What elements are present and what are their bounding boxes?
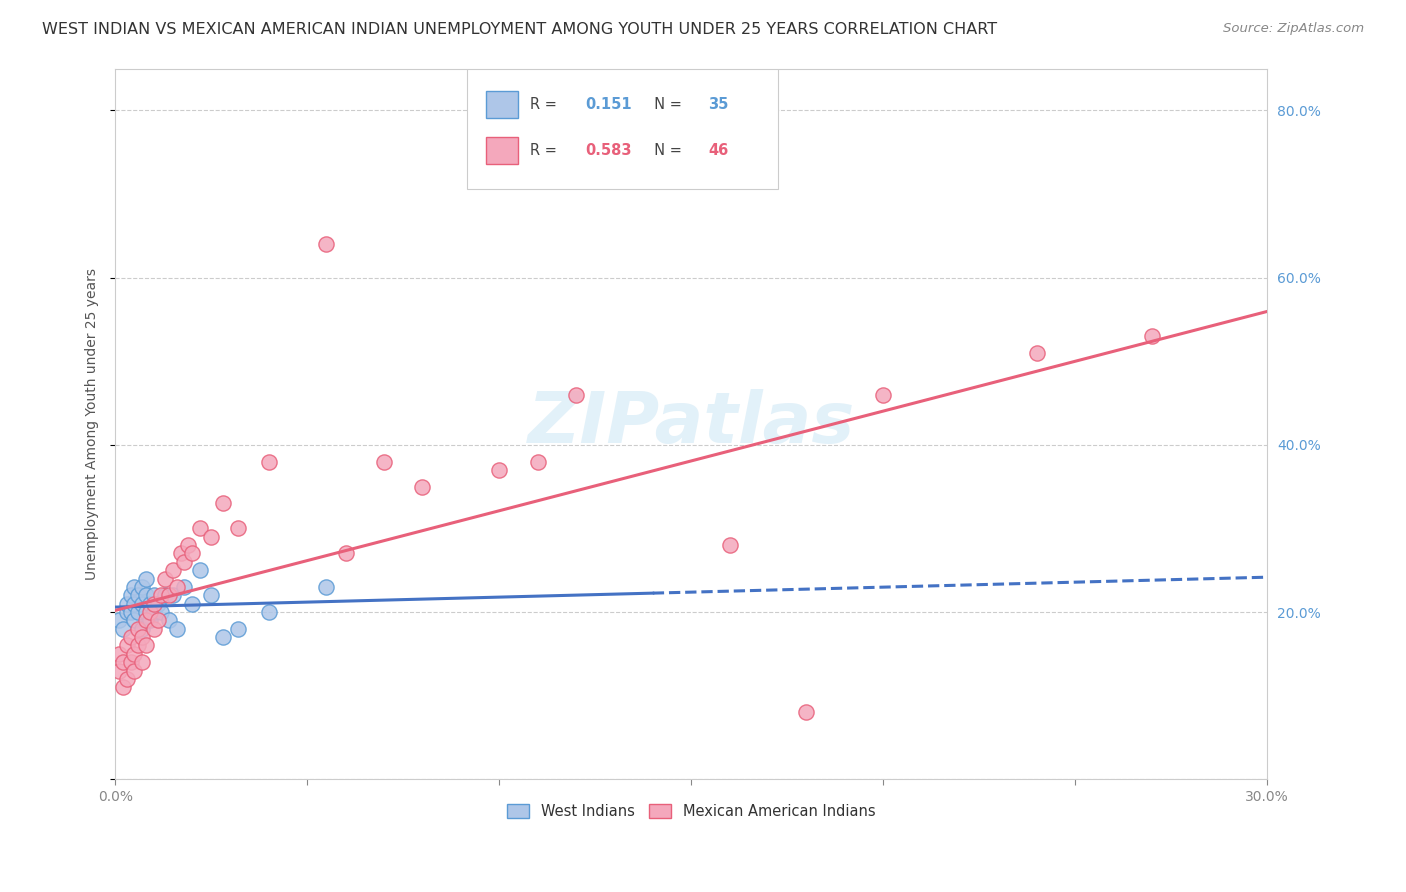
Point xyxy=(131,655,153,669)
Point xyxy=(173,580,195,594)
Point xyxy=(150,588,173,602)
Text: 46: 46 xyxy=(709,143,728,158)
FancyBboxPatch shape xyxy=(486,136,519,164)
Point xyxy=(135,588,157,602)
Point xyxy=(335,547,357,561)
Point xyxy=(162,588,184,602)
Point xyxy=(127,605,149,619)
Point xyxy=(142,597,165,611)
Point xyxy=(226,622,249,636)
FancyBboxPatch shape xyxy=(486,91,519,118)
Point xyxy=(135,572,157,586)
Point xyxy=(188,521,211,535)
Point xyxy=(115,597,138,611)
Text: ZIPatlas: ZIPatlas xyxy=(527,390,855,458)
Point xyxy=(142,605,165,619)
Point xyxy=(135,614,157,628)
Point xyxy=(181,547,204,561)
Point xyxy=(373,454,395,468)
Point xyxy=(146,614,169,628)
Text: Source: ZipAtlas.com: Source: ZipAtlas.com xyxy=(1223,22,1364,36)
Point xyxy=(150,605,173,619)
Point xyxy=(153,588,176,602)
Point xyxy=(169,547,191,561)
Point xyxy=(131,580,153,594)
Point xyxy=(127,639,149,653)
Point xyxy=(120,588,142,602)
Point xyxy=(565,387,588,401)
Point xyxy=(111,680,134,694)
Point xyxy=(127,622,149,636)
Point xyxy=(157,588,180,602)
Point xyxy=(124,614,146,628)
Point xyxy=(162,563,184,577)
Point xyxy=(488,463,510,477)
Point xyxy=(718,538,741,552)
Point xyxy=(139,614,162,628)
Point xyxy=(135,605,157,619)
Text: 35: 35 xyxy=(709,96,728,112)
Point xyxy=(153,572,176,586)
Point xyxy=(142,588,165,602)
Text: WEST INDIAN VS MEXICAN AMERICAN INDIAN UNEMPLOYMENT AMONG YOUTH UNDER 25 YEARS C: WEST INDIAN VS MEXICAN AMERICAN INDIAN U… xyxy=(42,22,997,37)
Point xyxy=(111,622,134,636)
Point xyxy=(1140,329,1163,343)
Point xyxy=(315,237,337,252)
Point xyxy=(257,605,280,619)
Point xyxy=(120,630,142,644)
Point xyxy=(226,521,249,535)
Y-axis label: Unemployment Among Youth under 25 years: Unemployment Among Youth under 25 years xyxy=(86,268,100,580)
Point xyxy=(108,647,131,661)
Point xyxy=(177,538,200,552)
Point xyxy=(200,588,222,602)
Point xyxy=(124,580,146,594)
Point xyxy=(181,597,204,611)
Point xyxy=(211,630,233,644)
Point xyxy=(211,496,233,510)
Text: N =: N = xyxy=(645,143,686,158)
Point xyxy=(115,605,138,619)
Point xyxy=(872,387,894,401)
Point xyxy=(120,655,142,669)
Point xyxy=(166,580,188,594)
Point xyxy=(526,454,548,468)
Point xyxy=(1025,346,1047,360)
Point xyxy=(131,622,153,636)
Point xyxy=(796,706,818,720)
Text: N =: N = xyxy=(645,96,686,112)
Point xyxy=(127,588,149,602)
Point xyxy=(111,655,134,669)
Point xyxy=(146,597,169,611)
Point xyxy=(257,454,280,468)
Point xyxy=(135,639,157,653)
Point xyxy=(139,597,162,611)
FancyBboxPatch shape xyxy=(467,69,778,189)
Text: R =: R = xyxy=(530,96,561,112)
Legend: West Indians, Mexican American Indians: West Indians, Mexican American Indians xyxy=(502,798,882,825)
Point xyxy=(173,555,195,569)
Point xyxy=(188,563,211,577)
Point xyxy=(108,614,131,628)
Point xyxy=(124,647,146,661)
Point xyxy=(139,605,162,619)
Point xyxy=(124,597,146,611)
Text: R =: R = xyxy=(530,143,561,158)
Point xyxy=(166,622,188,636)
Point xyxy=(115,672,138,686)
Text: 0.583: 0.583 xyxy=(585,143,631,158)
Point xyxy=(108,664,131,678)
Text: 0.151: 0.151 xyxy=(585,96,631,112)
Point xyxy=(142,622,165,636)
Point xyxy=(115,639,138,653)
Point xyxy=(411,480,433,494)
Point xyxy=(120,605,142,619)
Point xyxy=(131,630,153,644)
Point xyxy=(315,580,337,594)
Point xyxy=(200,530,222,544)
Point xyxy=(131,597,153,611)
Point xyxy=(124,664,146,678)
Point xyxy=(157,614,180,628)
